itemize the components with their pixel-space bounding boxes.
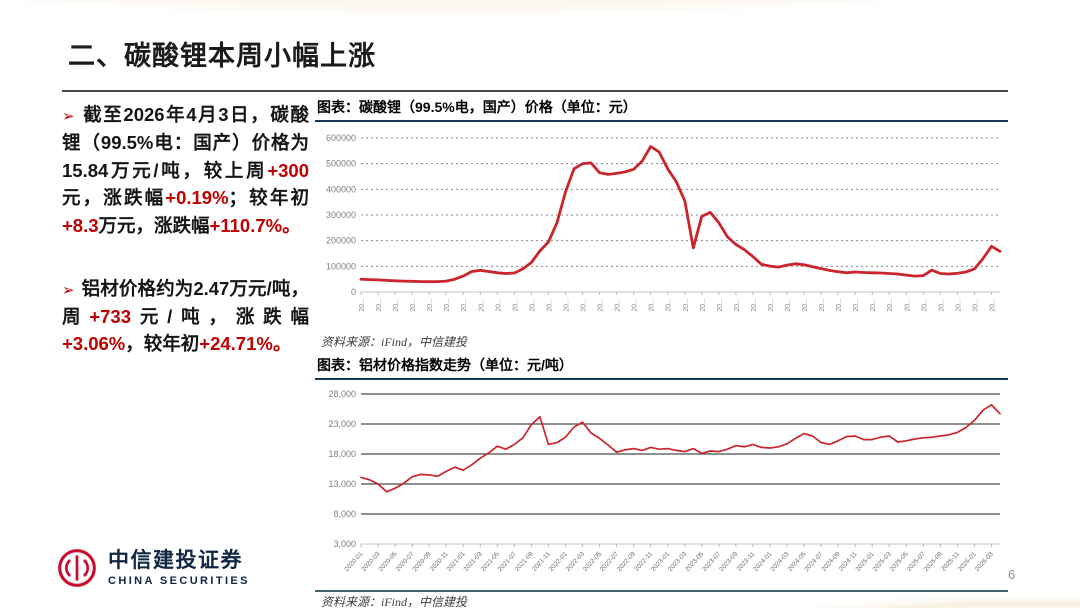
svg-text:2026-03: 2026-03 <box>974 550 995 573</box>
svg-text:20...: 20... <box>444 298 451 312</box>
company-logo: 中信建投证券 CHINA SECURITIES <box>56 547 250 589</box>
text-run: 截至2026年4月3日，碳酸锂（99.5%电：国产）价格为15.84万元/吨，较… <box>62 104 309 181</box>
summary-panel: ➢ 截至2026年4月3日，碳酸锂（99.5%电：国产）价格为15.84万元/吨，… <box>62 101 309 358</box>
top-swoosh-decoration <box>0 0 1080 105</box>
bullet-aluminum-summary: ➢ 铝材价格约为2.47万元/吨，周+733元/吨，涨跌幅+3.06%，较年初+2… <box>62 275 309 358</box>
page-title: 二、碳酸锂本周小幅上涨 <box>68 41 376 71</box>
svg-text:20...: 20... <box>546 298 553 312</box>
source-note-aluminum: 资料来源：iFind，中信建投 <box>321 595 467 608</box>
highlight-value: +733 <box>89 305 132 327</box>
svg-text:20...: 20... <box>768 298 775 312</box>
svg-text:20...: 20... <box>529 298 536 312</box>
text-run: ，较年初 <box>125 333 200 355</box>
svg-text:28,000: 28,000 <box>328 389 356 399</box>
svg-text:200000: 200000 <box>326 236 356 246</box>
text-run: 铝材价格约为2.47万元/吨，周 <box>62 277 309 327</box>
svg-text:20...: 20... <box>955 298 962 312</box>
bullet-text: 铝材价格约为2.47万元/吨，周+733元/吨，涨跌幅+3.06%，较年初+24… <box>62 278 309 355</box>
svg-text:20...: 20... <box>376 298 383 312</box>
chart-title-lithium: 图表：碳酸锂（99.5%电，国产）价格（单位：元） <box>315 97 1008 122</box>
svg-text:20...: 20... <box>700 298 707 312</box>
svg-text:20...: 20... <box>785 298 792 312</box>
company-name-cn: 中信建投证券 <box>108 549 243 573</box>
svg-text:500000: 500000 <box>326 159 356 169</box>
svg-text:20...: 20... <box>904 298 911 312</box>
svg-text:20...: 20... <box>717 298 724 312</box>
svg-text:13,000: 13,000 <box>328 479 356 489</box>
svg-text:0: 0 <box>351 287 356 297</box>
svg-text:20...: 20... <box>972 298 979 312</box>
svg-text:20...: 20... <box>683 298 690 312</box>
company-name-en: CHINA SECURITIES <box>108 574 250 587</box>
aluminum-price-line-chart: 3,0008,00013,00018,00023,00028,0002020-0… <box>328 389 1001 573</box>
source-note-lithium: 资料来源：iFind，中信建投 <box>321 335 467 349</box>
svg-text:20...: 20... <box>649 298 656 312</box>
svg-text:3,000: 3,000 <box>333 539 356 549</box>
svg-text:20...: 20... <box>563 298 570 312</box>
svg-text:20...: 20... <box>887 298 894 312</box>
text-run: 元，涨跌幅 <box>62 187 166 209</box>
bottom-swoosh-decoration <box>610 536 1080 608</box>
page-number: 6 <box>1008 567 1016 582</box>
bullet-arrow-icon: ➢ <box>62 108 75 125</box>
svg-text:20...: 20... <box>410 298 417 312</box>
svg-text:23,000: 23,000 <box>328 419 356 429</box>
lithium-price-line-chart: 0 100000 200000 300000 400000 500000 600000 20.… <box>326 133 1002 312</box>
highlight-value: +300 <box>267 159 309 181</box>
svg-text:20...: 20... <box>581 298 588 312</box>
text-run: 元/吨，涨跌幅 <box>131 305 309 327</box>
highlight-value: +110.7%。 <box>209 215 301 236</box>
highlight-value: +3.06% <box>62 333 126 355</box>
svg-text:20...: 20... <box>632 298 639 312</box>
svg-text:20...: 20... <box>734 298 741 312</box>
highlight-value: +24.71%。 <box>199 333 292 355</box>
svg-text:400000: 400000 <box>326 184 356 194</box>
svg-text:20...: 20... <box>598 298 605 312</box>
company-name: 中信建投证券 CHINA SECURITIES <box>108 549 250 586</box>
svg-text:20...: 20... <box>751 298 758 312</box>
highlight-value: +8.3 <box>62 215 99 236</box>
svg-text:18,000: 18,000 <box>328 449 356 459</box>
svg-text:20...: 20... <box>989 298 996 312</box>
svg-text:20...: 20... <box>393 298 400 312</box>
svg-text:20...: 20... <box>870 298 877 312</box>
bullet-text: 截至2026年4月3日，碳酸锂（99.5%电：国产）价格为15.84万元/吨，较… <box>62 104 309 236</box>
svg-text:20...: 20... <box>921 298 928 312</box>
svg-text:300000: 300000 <box>326 210 356 220</box>
svg-text:20...: 20... <box>666 298 673 312</box>
text-run: ；较年初 <box>228 187 309 209</box>
text-run: 万元，涨跌幅 <box>98 215 210 236</box>
svg-text:20...: 20... <box>427 298 434 312</box>
svg-text:8,000: 8,000 <box>333 509 356 519</box>
highlight-value: +0.19% <box>165 187 229 209</box>
svg-text:20...: 20... <box>512 298 519 312</box>
svg-text:20...: 20... <box>802 298 809 312</box>
svg-text:20...: 20... <box>615 298 622 312</box>
chart-title-aluminum: 图表：铝材价格指数走势（单位：元/吨） <box>315 355 1008 380</box>
company-logo-icon <box>58 549 96 587</box>
svg-text:20...: 20... <box>836 298 843 312</box>
svg-text:20...: 20... <box>495 298 502 312</box>
svg-text:20...: 20... <box>359 298 366 312</box>
svg-text:600000: 600000 <box>326 133 356 143</box>
title-divider <box>62 90 1008 92</box>
svg-text:20...: 20... <box>853 298 860 312</box>
svg-text:20...: 20... <box>461 298 468 312</box>
bullet-lithium-summary: ➢ 截至2026年4月3日，碳酸锂（99.5%电：国产）价格为15.84万元/吨，… <box>62 101 309 240</box>
svg-text:20...: 20... <box>819 298 826 312</box>
footer-divider <box>315 590 1008 592</box>
svg-text:20...: 20... <box>478 298 485 312</box>
bullet-arrow-icon: ➢ <box>62 281 75 299</box>
svg-text:100000: 100000 <box>326 261 356 271</box>
charts-panel: 图表：碳酸锂（99.5%电，国产）价格（单位：元） 0 100000 200000 3… <box>315 97 1008 608</box>
svg-text:20...: 20... <box>938 298 945 312</box>
